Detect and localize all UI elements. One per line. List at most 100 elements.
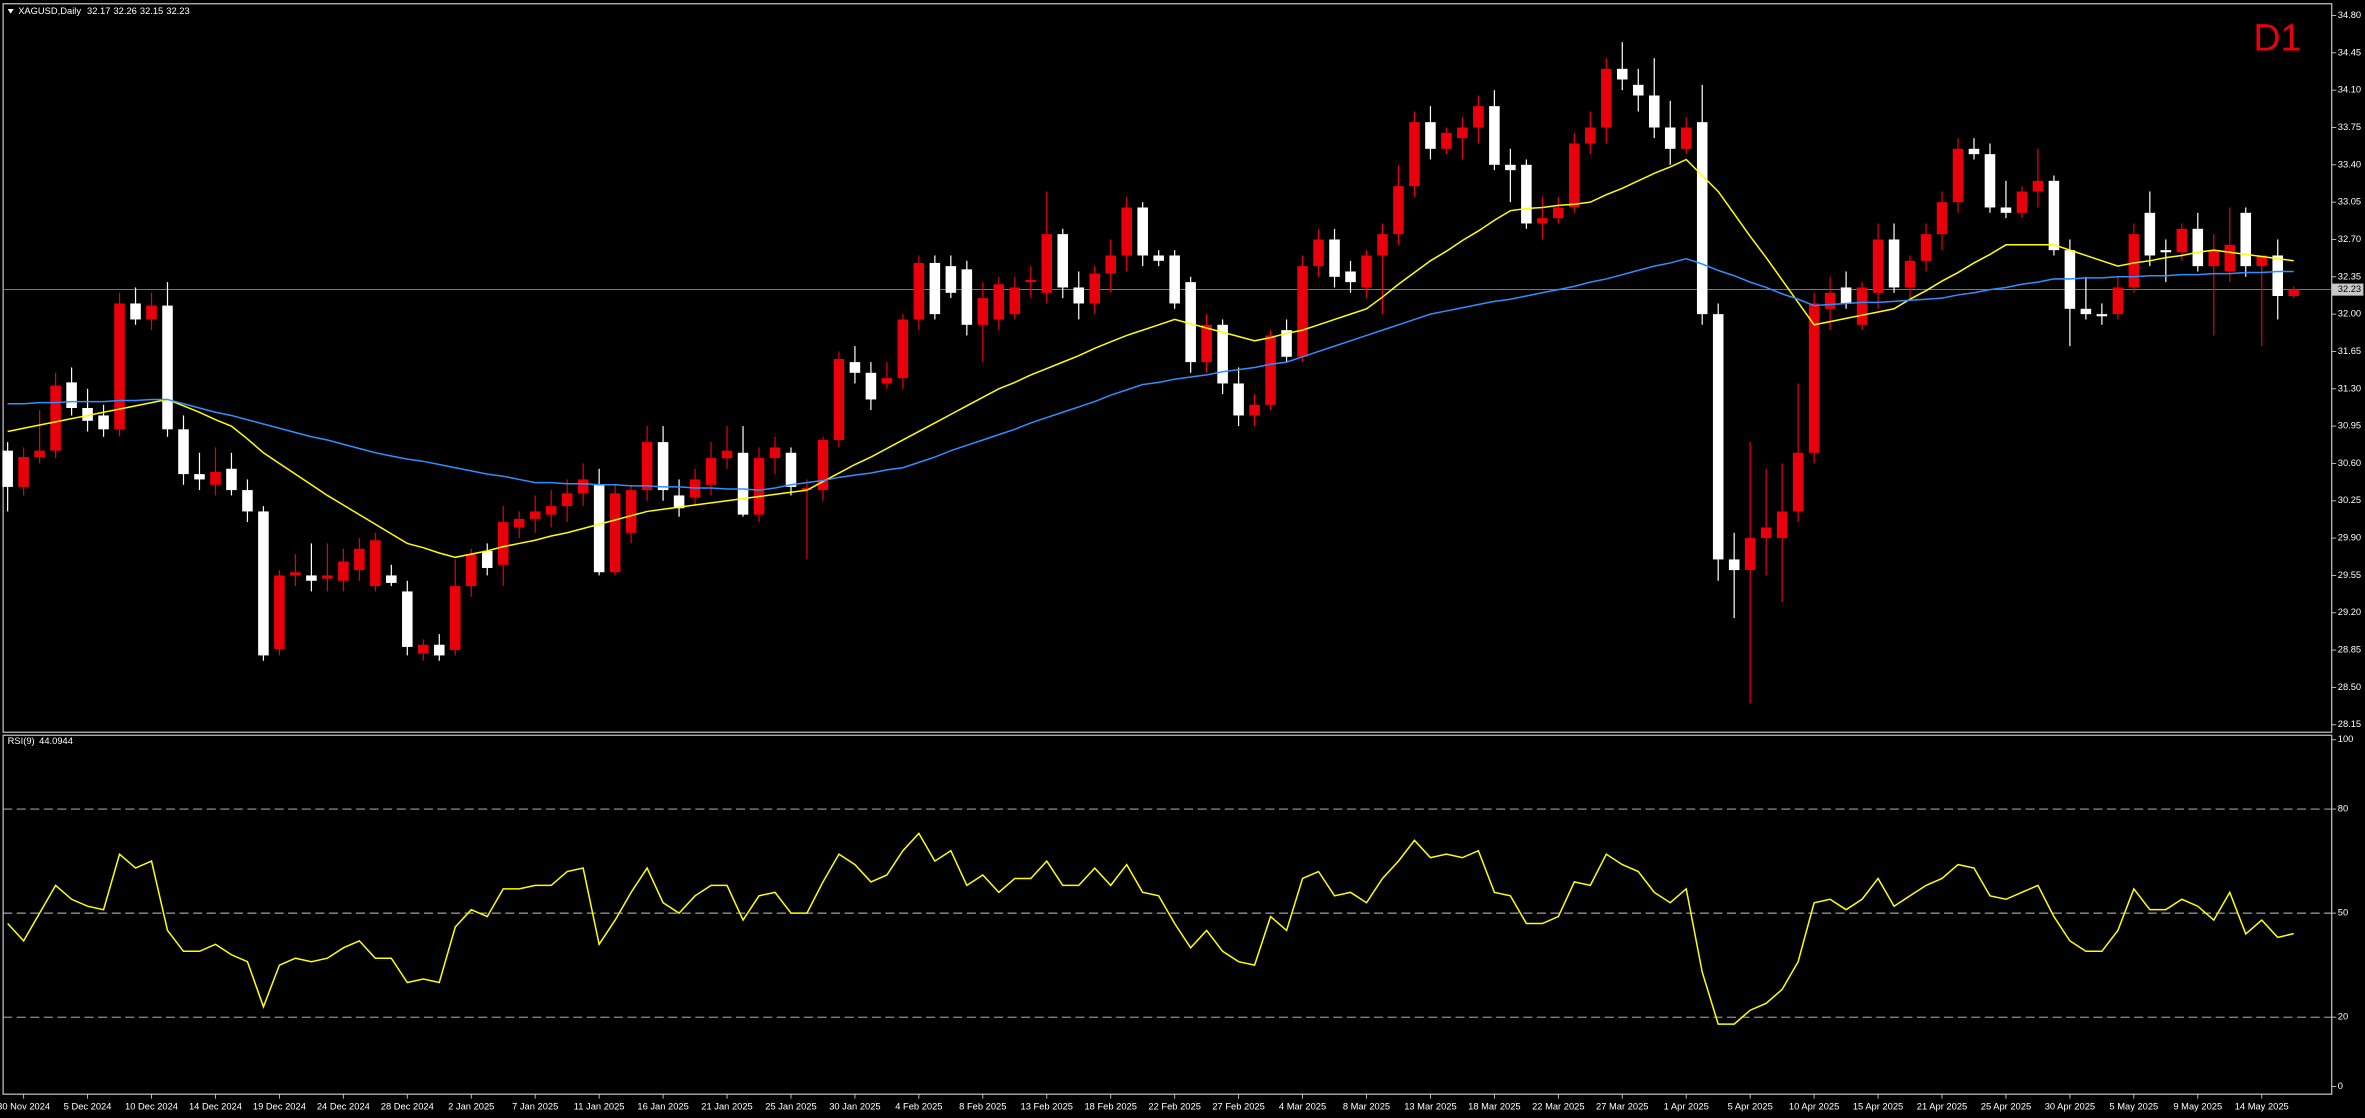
- candle-body: [737, 452, 749, 515]
- x-tick-label: 5 Apr 2025: [1728, 1101, 1773, 1111]
- candle-body: [433, 644, 445, 656]
- candle-body: [1105, 255, 1116, 274]
- menu-triangle[interactable]: [7, 9, 14, 14]
- candle-body: [194, 474, 205, 480]
- rsi-line: [7, 832, 2294, 1025]
- candle-body: [226, 468, 237, 491]
- x-tick-label: 22 Mar 2025: [1532, 1101, 1584, 1111]
- y-tick-label: 31.65: [2338, 346, 2361, 356]
- x-tick-label: 30 Jan 2025: [829, 1101, 880, 1111]
- candle-body: [945, 266, 957, 293]
- x-tick-label: 10 Dec 2024: [125, 1101, 178, 1111]
- y-tick-label: 33.05: [2338, 197, 2361, 207]
- y-tick-label: 34.80: [2338, 10, 2361, 20]
- candle-body: [178, 429, 189, 475]
- candle-body: [1936, 202, 1948, 235]
- frame: [2, 3, 2333, 1095]
- candle-body: [897, 319, 909, 379]
- candle-body: [1409, 122, 1420, 187]
- moving-average: [7, 158, 2294, 559]
- candle-body: [817, 439, 829, 491]
- x-tick-label: 24 Dec 2024: [317, 1101, 370, 1111]
- candle-body: [1169, 255, 1180, 304]
- candle-body: [593, 484, 605, 573]
- candle-body: [1505, 164, 1516, 171]
- candle-body: [2288, 289, 2299, 297]
- x-tick-label: 5 May 2025: [2109, 1101, 2158, 1111]
- candle-body: [2048, 180, 2060, 251]
- candle-body: [130, 303, 141, 320]
- candle-body: [1329, 239, 1340, 277]
- candle-body: [545, 506, 557, 515]
- candle-body: [18, 457, 29, 487]
- candle-body: [2224, 244, 2236, 272]
- candle-body: [1217, 324, 1228, 384]
- candle-body: [513, 518, 525, 528]
- candle-body: [2000, 207, 2012, 213]
- x-tick-label: 21 Apr 2025: [1917, 1101, 1967, 1111]
- candle-body: [386, 575, 397, 583]
- candle-body: [2240, 212, 2252, 267]
- x-tick-label: 30 Nov 2024: [0, 1101, 50, 1111]
- x-tick-label: 30 Apr 2025: [2045, 1101, 2095, 1111]
- candle-body: [1569, 143, 1580, 208]
- x-tick-label: 18 Mar 2025: [1468, 1101, 1520, 1111]
- candle-body: [1009, 287, 1021, 315]
- x-tick-label: 8 Mar 2025: [1343, 1101, 1390, 1111]
- x-tick-label: 22 Feb 2025: [1148, 1101, 1200, 1111]
- candle-body: [641, 442, 653, 491]
- y-tick-label: 30.25: [2338, 495, 2361, 505]
- candle-body: [449, 586, 461, 651]
- candle-body: [1457, 127, 1468, 139]
- candle-body: [2208, 250, 2220, 267]
- moving-average: [7, 257, 2294, 491]
- candle-body: [418, 644, 429, 654]
- candle-body: [1792, 452, 1804, 512]
- x-tick-label: 18 Feb 2025: [1084, 1101, 1136, 1111]
- candle-body: [1632, 84, 1644, 96]
- candle-body: [1361, 255, 1372, 288]
- candle-body: [1856, 287, 1868, 325]
- candle-body: [625, 490, 637, 533]
- x-tick-label: 10 Apr 2025: [1789, 1101, 1839, 1111]
- candle-body: [993, 284, 1005, 320]
- candle-body: [2256, 255, 2268, 267]
- candle-body: [657, 442, 669, 491]
- y-tick-label: 31.30: [2338, 383, 2361, 393]
- candle-body: [1617, 68, 1628, 80]
- x-tick-label: 21 Jan 2025: [701, 1101, 752, 1111]
- x-tick-label: 19 Dec 2024: [253, 1101, 306, 1111]
- y-tick-label: 30.60: [2338, 458, 2361, 468]
- candle-body: [1473, 106, 1484, 128]
- y-tick-label: 32.70: [2338, 234, 2361, 244]
- candle-body: [1840, 287, 1852, 304]
- candle-body: [2, 450, 13, 487]
- y-tick-label: 33.40: [2338, 159, 2361, 169]
- rsi-header: RSI(9) 44.0944: [8, 736, 73, 746]
- candle-body: [1281, 330, 1292, 357]
- candle-body: [34, 450, 45, 458]
- candle-body: [1808, 303, 1820, 453]
- candle-body: [210, 471, 221, 485]
- candle-body: [2144, 212, 2156, 256]
- candle-body: [290, 572, 301, 576]
- candle-body: [2096, 314, 2108, 317]
- candle-body: [1233, 383, 1244, 416]
- candle-body: [1712, 314, 1724, 560]
- candle-body: [1121, 207, 1132, 256]
- x-tick-label: 7 Jan 2025: [512, 1101, 558, 1111]
- candle-body: [753, 458, 765, 515]
- candle-body: [370, 540, 381, 587]
- candle-body: [354, 548, 365, 571]
- last-open: 32.17: [87, 7, 110, 17]
- y-tick-label: 100: [2338, 734, 2354, 744]
- candle-body: [2080, 308, 2092, 315]
- candle-body: [833, 358, 845, 440]
- y-tick-label: 20: [2338, 1012, 2348, 1022]
- candle-body: [146, 305, 157, 320]
- candle-body: [929, 262, 941, 315]
- x-tick-label: 27 Mar 2025: [1596, 1101, 1648, 1111]
- candle-body: [705, 458, 717, 485]
- candle-body: [1249, 404, 1260, 416]
